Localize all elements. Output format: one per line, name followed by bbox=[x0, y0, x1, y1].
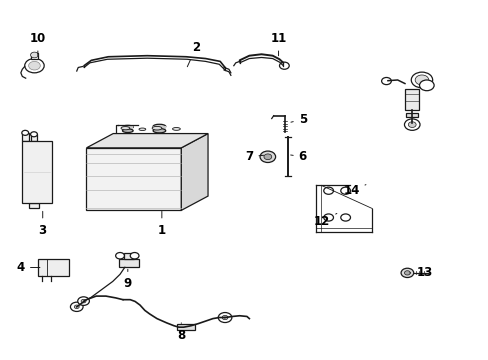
Circle shape bbox=[264, 154, 271, 159]
Text: 1: 1 bbox=[158, 211, 165, 237]
Text: 7: 7 bbox=[245, 150, 263, 163]
Bar bbox=[122, 126, 133, 131]
Bar bbox=[22, 133, 29, 141]
Circle shape bbox=[22, 130, 29, 135]
Circle shape bbox=[81, 299, 86, 303]
Bar bbox=[405, 89, 418, 111]
Circle shape bbox=[404, 271, 409, 275]
Ellipse shape bbox=[153, 124, 165, 129]
Text: 6: 6 bbox=[290, 150, 306, 163]
Circle shape bbox=[279, 62, 288, 69]
Text: 5: 5 bbox=[290, 113, 306, 126]
Circle shape bbox=[260, 151, 275, 162]
Bar bbox=[177, 324, 195, 330]
Circle shape bbox=[404, 119, 419, 130]
Text: 2: 2 bbox=[187, 41, 200, 67]
Circle shape bbox=[222, 315, 227, 320]
Bar bbox=[38, 259, 69, 276]
Text: 8: 8 bbox=[177, 323, 185, 342]
Bar bbox=[406, 113, 417, 117]
Circle shape bbox=[78, 297, 89, 305]
Circle shape bbox=[400, 268, 413, 278]
Circle shape bbox=[323, 214, 333, 221]
Text: 9: 9 bbox=[123, 269, 132, 290]
Polygon shape bbox=[181, 134, 207, 210]
Text: 3: 3 bbox=[39, 211, 47, 237]
Circle shape bbox=[74, 305, 79, 309]
Polygon shape bbox=[86, 134, 207, 148]
Circle shape bbox=[323, 187, 333, 194]
Ellipse shape bbox=[122, 129, 133, 132]
Ellipse shape bbox=[122, 125, 133, 129]
Ellipse shape bbox=[139, 128, 145, 131]
Text: 4: 4 bbox=[17, 261, 40, 274]
Ellipse shape bbox=[152, 126, 162, 130]
Circle shape bbox=[29, 62, 40, 70]
Circle shape bbox=[130, 252, 139, 259]
Circle shape bbox=[116, 252, 124, 259]
Bar bbox=[30, 134, 37, 141]
Circle shape bbox=[30, 132, 37, 137]
Circle shape bbox=[410, 72, 432, 88]
Text: 10: 10 bbox=[30, 32, 46, 56]
Circle shape bbox=[407, 122, 415, 127]
Circle shape bbox=[340, 214, 350, 221]
Bar bbox=[22, 141, 52, 203]
Circle shape bbox=[25, 59, 44, 73]
Circle shape bbox=[30, 52, 38, 58]
Text: 13: 13 bbox=[409, 266, 432, 279]
Bar bbox=[86, 148, 181, 210]
Circle shape bbox=[340, 187, 350, 194]
Circle shape bbox=[381, 77, 390, 85]
Bar bbox=[123, 253, 133, 258]
Text: 11: 11 bbox=[270, 32, 286, 56]
Bar bbox=[29, 203, 39, 207]
Text: 12: 12 bbox=[313, 213, 336, 228]
Bar bbox=[30, 53, 38, 59]
Ellipse shape bbox=[153, 129, 165, 133]
Ellipse shape bbox=[172, 127, 180, 130]
Ellipse shape bbox=[121, 127, 129, 130]
Circle shape bbox=[218, 312, 231, 323]
Circle shape bbox=[70, 302, 83, 311]
Bar bbox=[153, 126, 165, 131]
Bar bbox=[119, 258, 138, 267]
Circle shape bbox=[414, 75, 428, 85]
Circle shape bbox=[419, 80, 433, 91]
Text: 14: 14 bbox=[343, 184, 365, 197]
